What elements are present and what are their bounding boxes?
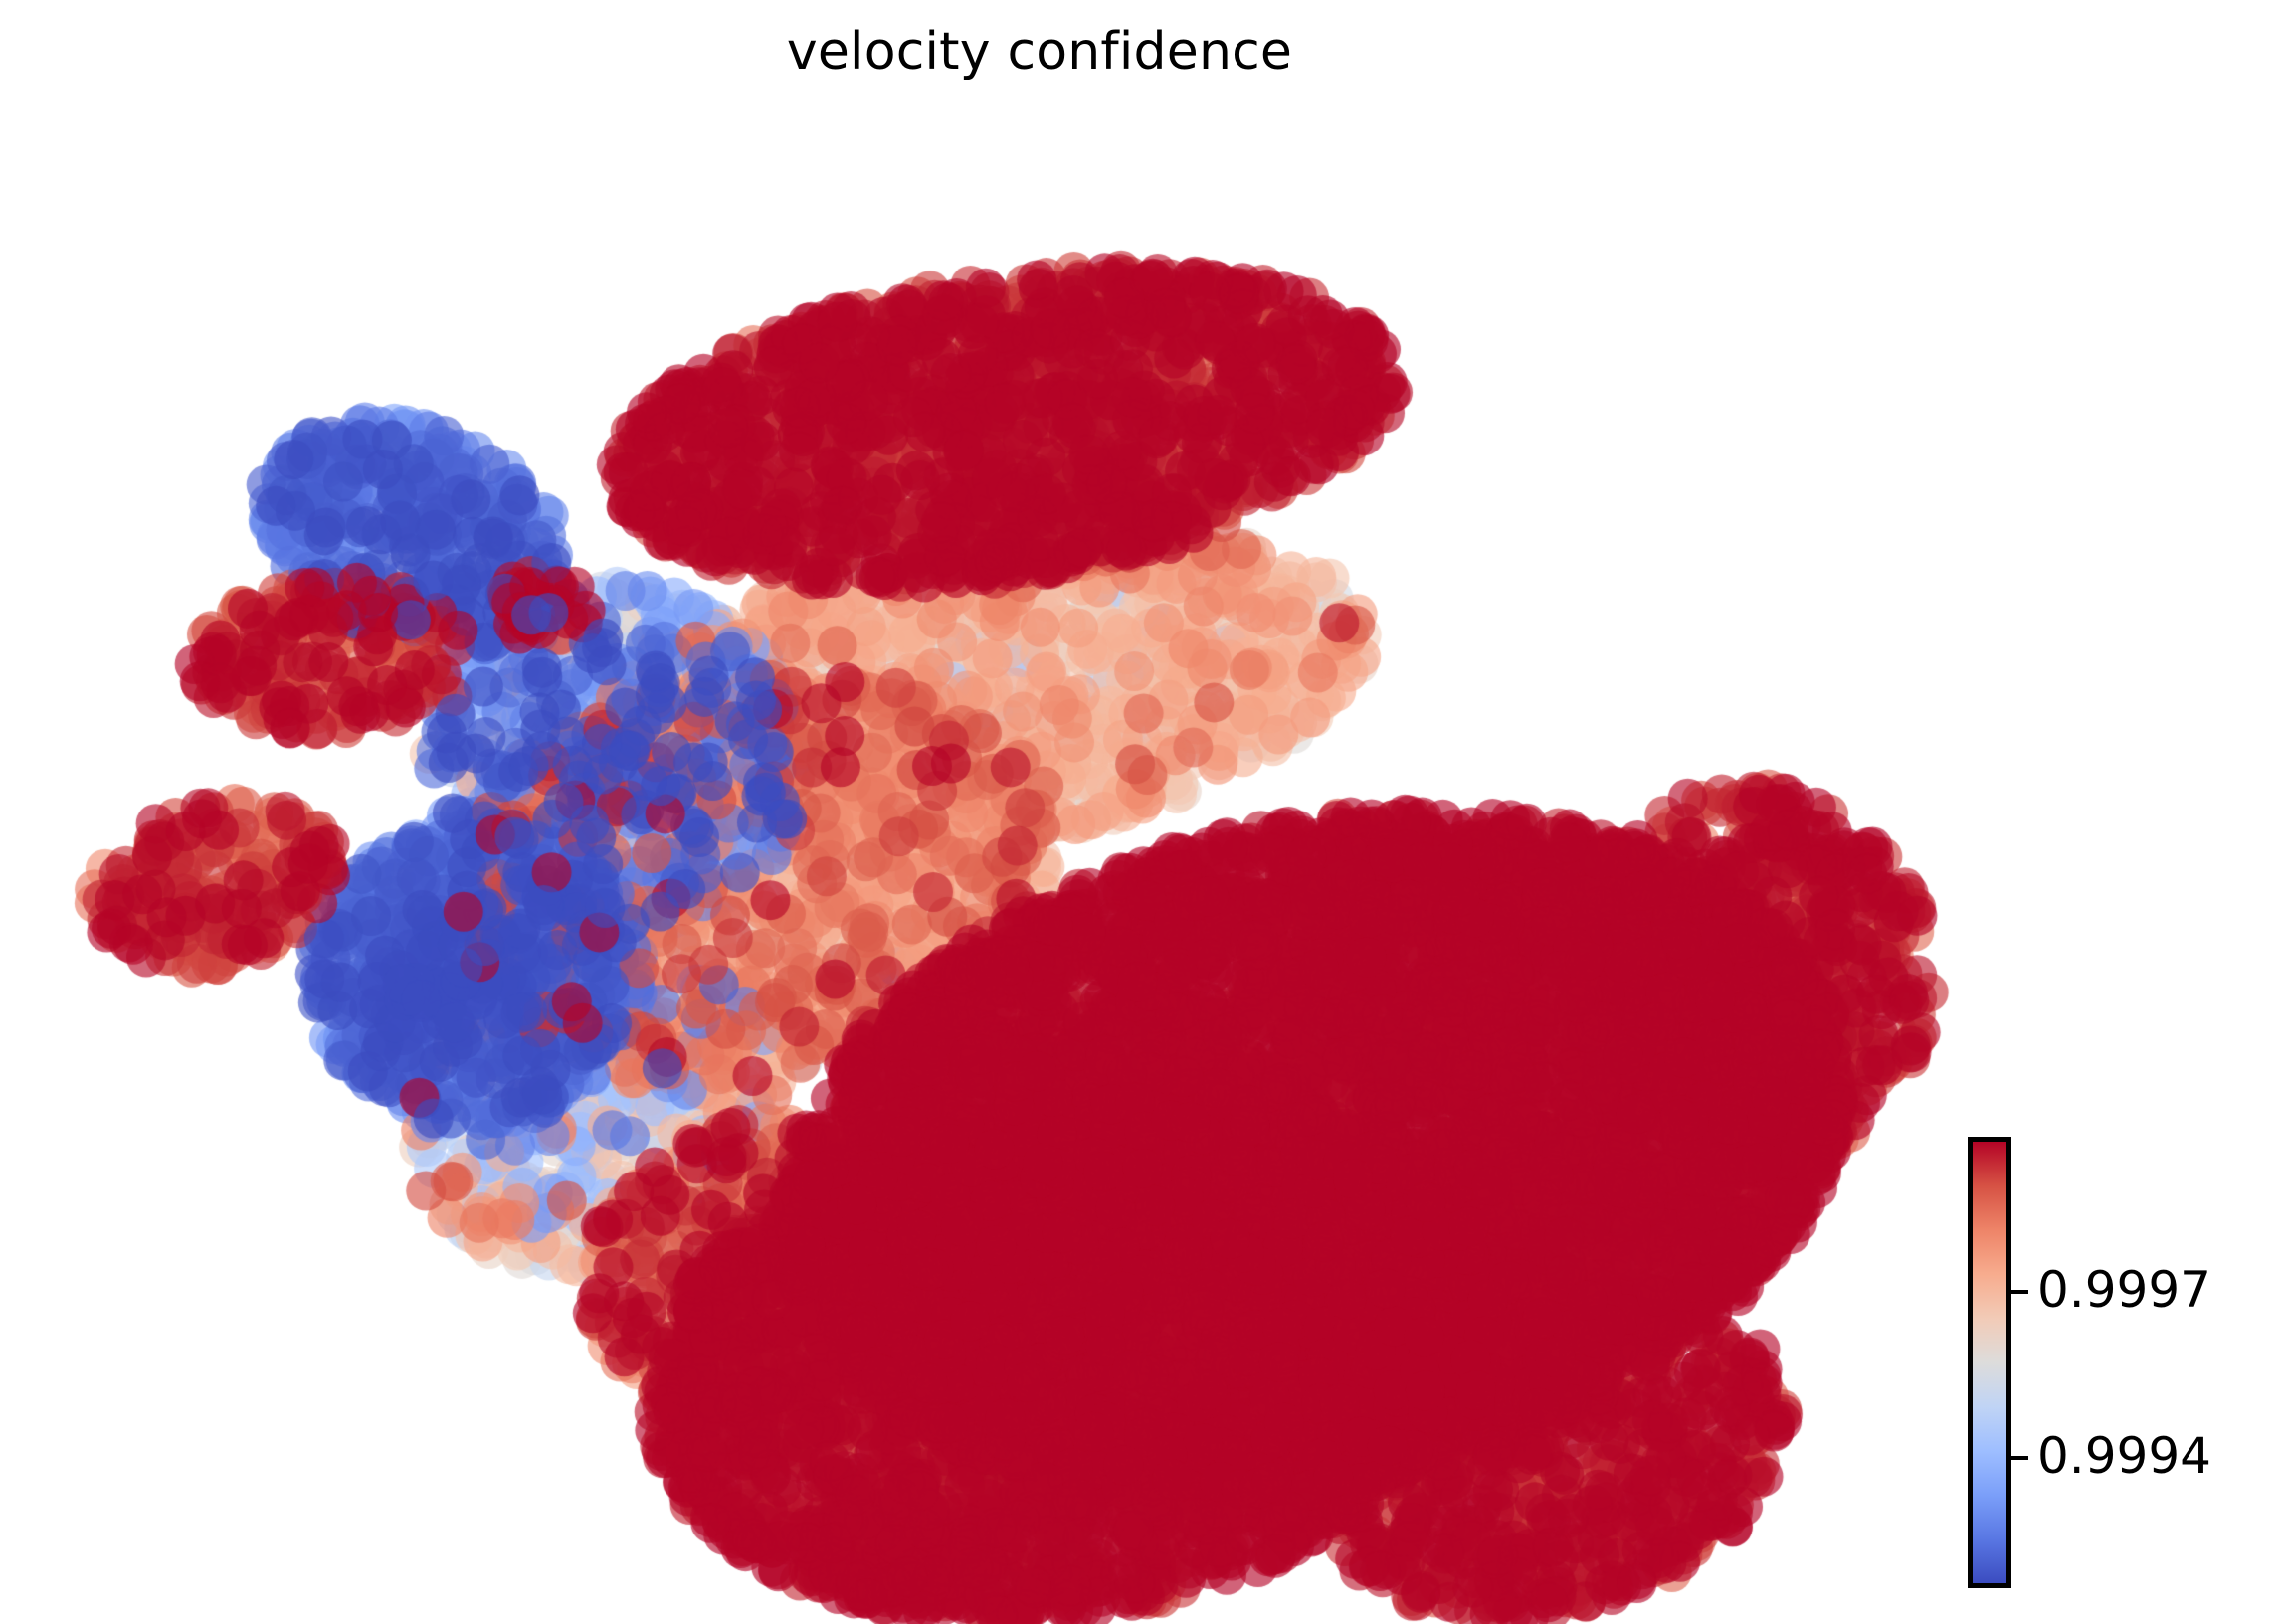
colorbar-gradient xyxy=(1973,1142,2006,1583)
colorbar-tick-mark-lower xyxy=(2011,1456,2028,1461)
page-title: velocity confidence xyxy=(786,22,1293,82)
colorbar-tick-label-upper: 0.9997 xyxy=(2037,1260,2211,1319)
scatter-canvas xyxy=(0,99,1970,1624)
colorbar: 0.9997 0.9994 xyxy=(1968,1137,2284,1590)
colorbar-tick-mark-upper xyxy=(2011,1289,2028,1294)
colorbar-tick-label-lower: 0.9994 xyxy=(2037,1427,2211,1486)
scatter-plot-area xyxy=(0,99,1970,1624)
colorbar-track[interactable] xyxy=(1968,1137,2011,1588)
